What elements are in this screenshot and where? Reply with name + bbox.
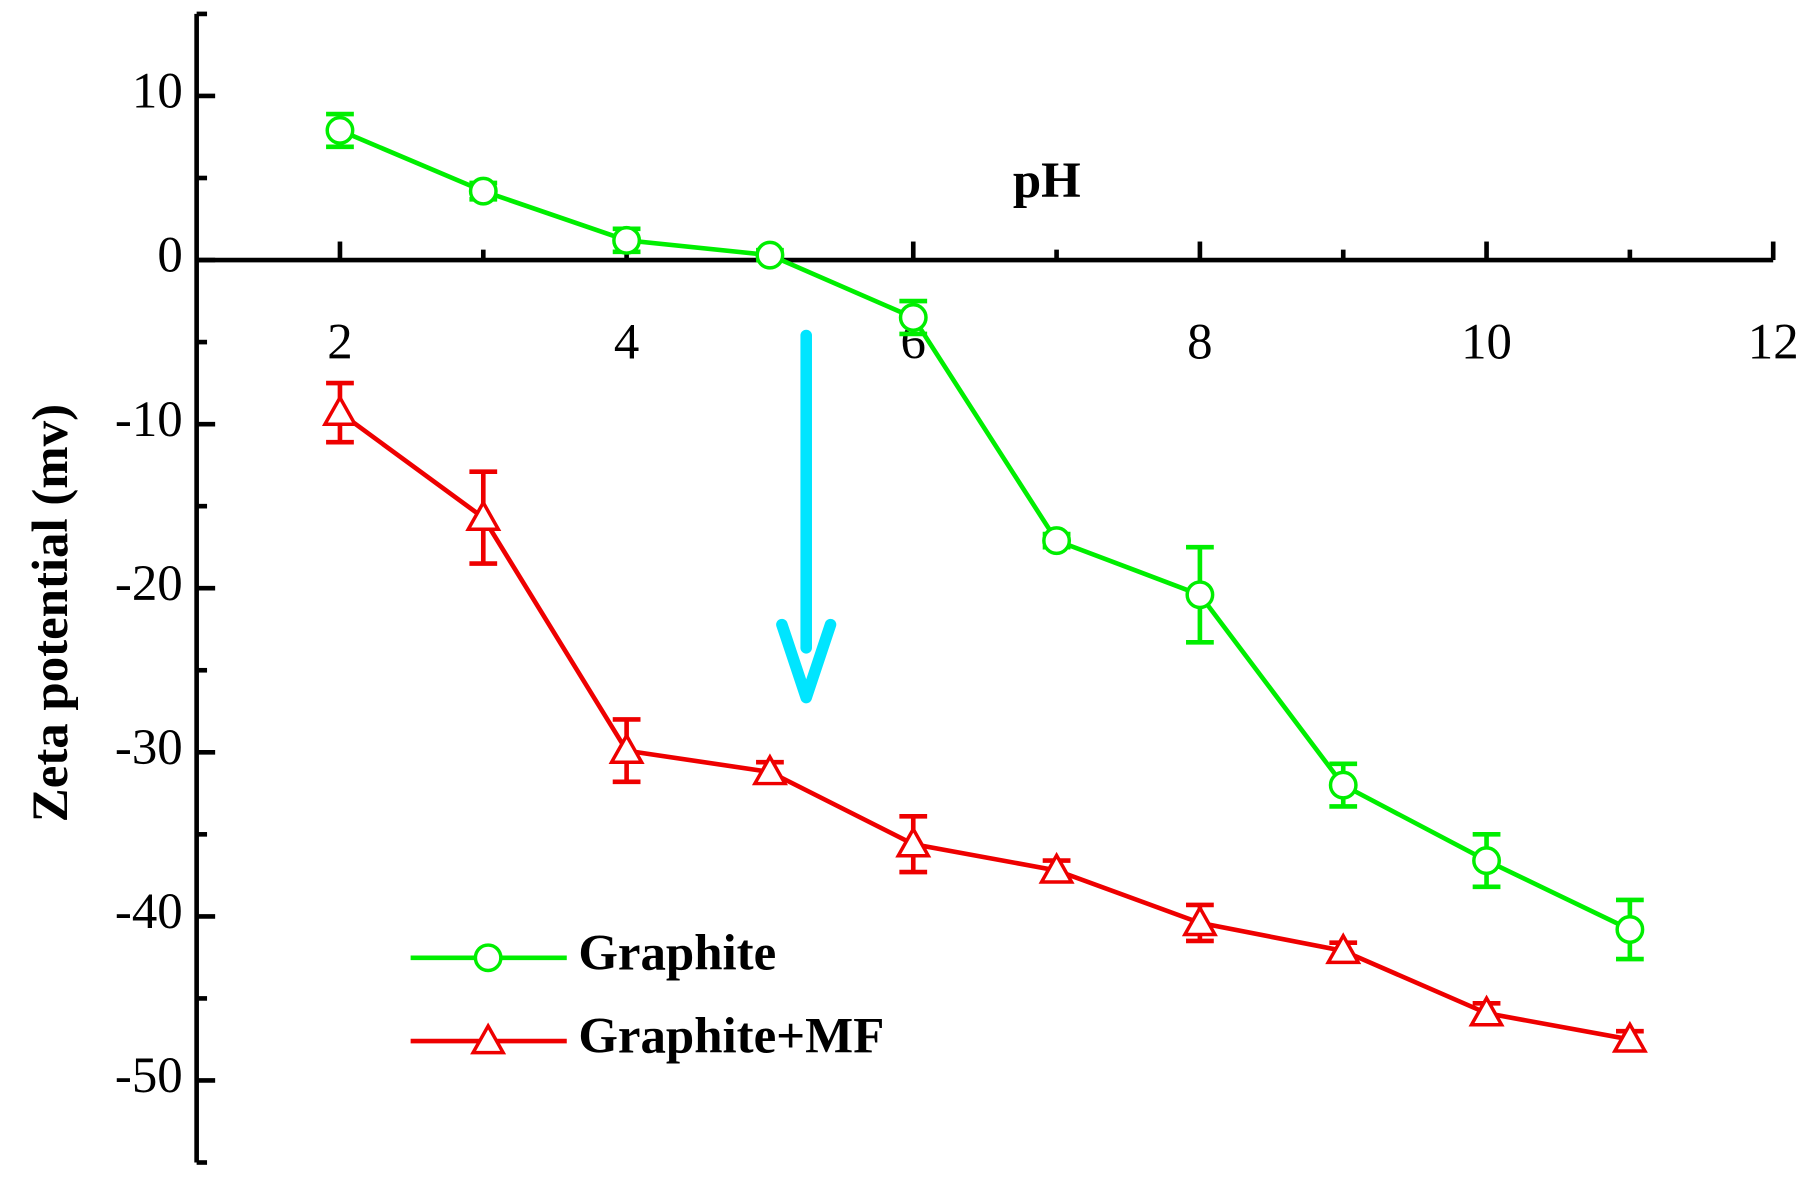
series-line bbox=[338, 410, 1631, 1042]
y-tick-label: -50 bbox=[115, 1048, 183, 1104]
data-point bbox=[1468, 994, 1505, 1027]
legend-label: Graphite bbox=[578, 925, 776, 981]
data-point bbox=[895, 825, 932, 858]
arrow bbox=[776, 329, 837, 704]
data-point bbox=[1472, 846, 1502, 876]
data-point bbox=[751, 753, 788, 786]
data-point bbox=[1611, 1020, 1648, 1053]
y-tick-label: 10 bbox=[132, 64, 183, 120]
data-point bbox=[1325, 932, 1362, 965]
x-tick-label: 12 bbox=[1748, 314, 1799, 370]
x-tick-label: 4 bbox=[614, 314, 639, 370]
data-point bbox=[755, 240, 785, 270]
data-point bbox=[1042, 526, 1072, 556]
y-tick-label: -40 bbox=[115, 884, 183, 940]
y-tick-label: 0 bbox=[157, 228, 182, 284]
legend-marker bbox=[470, 1022, 507, 1055]
legend-label: Graphite+MF bbox=[578, 1009, 884, 1065]
data-point bbox=[468, 176, 498, 206]
x-tick-label: 8 bbox=[1187, 314, 1212, 370]
data-point bbox=[321, 394, 358, 426]
data-point bbox=[1328, 770, 1358, 800]
x-axis-label: pH bbox=[1013, 153, 1081, 209]
data-point bbox=[1615, 915, 1645, 944]
data-point bbox=[1185, 580, 1215, 610]
y-tick-label: -10 bbox=[115, 392, 183, 448]
data-point bbox=[325, 115, 355, 145]
data-point bbox=[465, 499, 502, 531]
x-tick-label: 2 bbox=[327, 314, 352, 370]
x-tick-label: 10 bbox=[1461, 314, 1512, 370]
y-tick-label: -30 bbox=[115, 720, 183, 776]
data-point bbox=[608, 732, 645, 764]
y-axis-label: Zeta potential (mv) bbox=[23, 404, 79, 822]
data-point bbox=[1181, 904, 1218, 937]
data-point bbox=[1038, 851, 1075, 884]
data-point bbox=[612, 225, 642, 255]
data-point bbox=[898, 303, 928, 332]
series-line bbox=[339, 128, 1631, 932]
legend-marker bbox=[473, 943, 503, 973]
y-tick-label: -20 bbox=[115, 556, 183, 612]
